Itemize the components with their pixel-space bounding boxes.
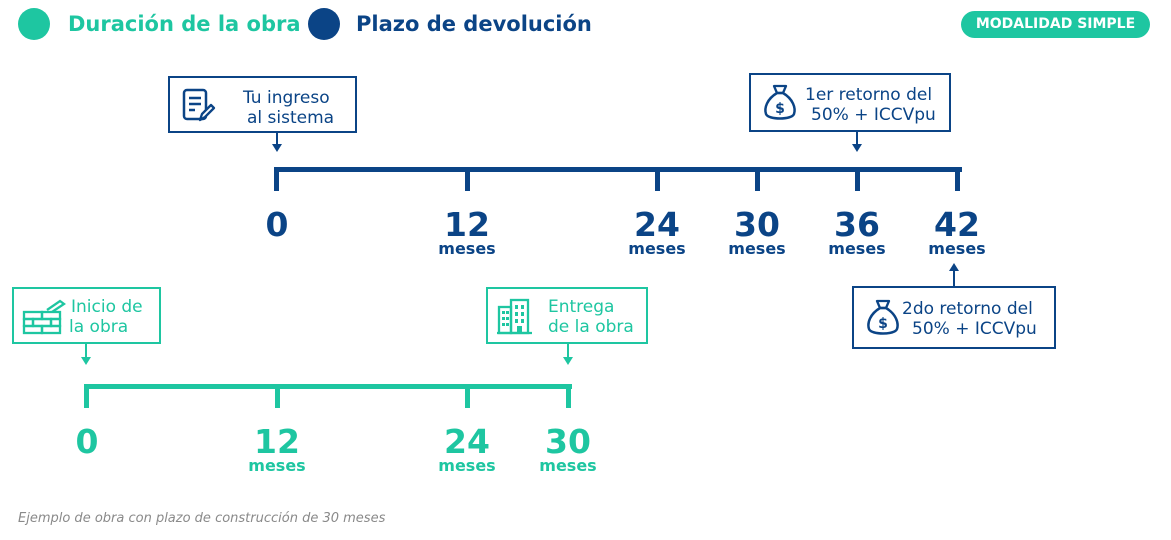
callout-arrow-head [563, 357, 573, 365]
callout-arrow-head [81, 357, 91, 365]
callout-line2: 50% + ICCVpu [912, 319, 1037, 339]
callout-arrow-shaft [856, 132, 858, 144]
mark-unit: meses [728, 239, 786, 258]
mark-unit: meses [628, 239, 686, 258]
mark-value: 30 [545, 422, 591, 461]
callout-arrow-shaft [276, 133, 278, 144]
callout-line2: de la obra [548, 317, 634, 337]
tick-36 [855, 167, 860, 191]
svg-text:$: $ [878, 316, 888, 332]
mark-value: 0 [265, 205, 289, 244]
callout-line2: la obra [69, 317, 129, 337]
callout-arrow-head [272, 144, 282, 152]
callout-arrow-head [852, 144, 862, 152]
mark-value: 0 [75, 422, 99, 461]
svg-text:$: $ [775, 101, 785, 117]
caption: Ejemplo de obra con plazo de construcció… [18, 511, 386, 526]
tick-24 [655, 167, 660, 191]
tick-30 [755, 167, 760, 191]
legend-label-duracion: Duración de la obra [68, 12, 301, 36]
money-bag-icon: $ [764, 84, 796, 120]
mark-value: 24 [444, 422, 490, 461]
callout-line1: 2do retorno del [902, 299, 1033, 319]
legend-label-plazo: Plazo de devolución [356, 12, 592, 36]
tick-42 [955, 167, 960, 191]
mark-value: 12 [254, 422, 300, 461]
tick-12 [465, 167, 470, 191]
mark-value: 12 [444, 205, 490, 244]
callout-arrow-shaft [567, 344, 569, 357]
money-bag-icon: $ [867, 299, 899, 335]
tick-0 [84, 384, 89, 408]
tick-24 [465, 384, 470, 408]
mark-unit: meses [828, 239, 886, 258]
callout-ingreso: Tu ingreso al sistema [168, 76, 357, 133]
mark-unit: meses [438, 456, 496, 475]
building-icon [497, 298, 532, 335]
callout-primer-retorno: $ 1er retorno del 50% + ICCVpu [749, 73, 951, 132]
callout-line1: 1er retorno del [805, 85, 933, 105]
callout-inicio-obra: Inicio de la obra [12, 287, 161, 344]
timeline-line [84, 384, 572, 389]
mark-unit: meses [438, 239, 496, 258]
legend-dot-green [18, 8, 50, 40]
mark-value: 24 [634, 205, 680, 244]
callout-entrega-obra: Entrega de la obra [486, 287, 648, 344]
callout-segundo-retorno: $ 2do retorno del 50% + ICCVpu [852, 286, 1056, 349]
modalidad-badge: MODALIDAD SIMPLE [961, 11, 1150, 38]
callout-arrow-head [949, 263, 959, 271]
callout-arrow-shaft [85, 344, 87, 357]
document-edit-icon [182, 88, 216, 122]
callout-arrow-shaft [953, 271, 955, 286]
legend-dot-navy [308, 8, 340, 40]
mark-unit: meses [248, 456, 306, 475]
mark-unit: meses [928, 239, 986, 258]
callout-line1: Inicio de [71, 297, 143, 317]
mark-unit: meses [539, 456, 597, 475]
tick-0 [274, 167, 279, 191]
mark-value: 42 [934, 205, 980, 244]
brick-wall-icon [22, 299, 66, 335]
timeline-line [274, 167, 962, 172]
callout-line2: 50% + ICCVpu [811, 105, 936, 125]
callout-line1: Tu ingreso [243, 88, 330, 108]
callout-line1: Entrega [548, 297, 615, 317]
mark-value: 36 [834, 205, 880, 244]
mark-value: 30 [734, 205, 780, 244]
callout-line2: al sistema [247, 108, 335, 128]
tick-12 [275, 384, 280, 408]
tick-30 [566, 384, 571, 408]
